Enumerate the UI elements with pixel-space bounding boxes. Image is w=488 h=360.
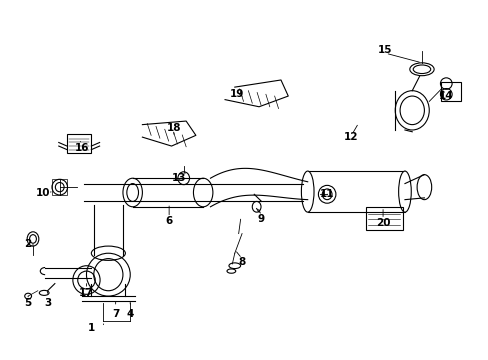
- Bar: [441, 82, 460, 102]
- Ellipse shape: [398, 171, 410, 212]
- Text: 7: 7: [112, 309, 119, 319]
- Text: 2: 2: [24, 239, 32, 249]
- Text: 10: 10: [36, 188, 50, 198]
- Text: 1: 1: [87, 323, 95, 333]
- Text: 11: 11: [319, 189, 334, 199]
- Text: 16: 16: [74, 143, 89, 153]
- Text: 9: 9: [258, 214, 264, 224]
- Text: 5: 5: [24, 298, 32, 308]
- Text: 8: 8: [238, 257, 245, 267]
- Text: 19: 19: [229, 89, 244, 99]
- Text: 12: 12: [344, 132, 358, 142]
- Text: 14: 14: [438, 91, 453, 101]
- Text: 4: 4: [126, 309, 134, 319]
- Text: 20: 20: [375, 218, 389, 228]
- Text: 3: 3: [44, 298, 51, 308]
- Bar: [366, 207, 402, 230]
- Ellipse shape: [301, 171, 313, 212]
- Bar: [52, 179, 67, 195]
- Bar: [67, 134, 91, 153]
- Text: 15: 15: [378, 45, 392, 55]
- Text: 6: 6: [165, 216, 172, 226]
- Text: 18: 18: [166, 123, 181, 133]
- Text: 13: 13: [171, 173, 186, 183]
- Text: 17: 17: [79, 288, 94, 297]
- Bar: [307, 171, 404, 212]
